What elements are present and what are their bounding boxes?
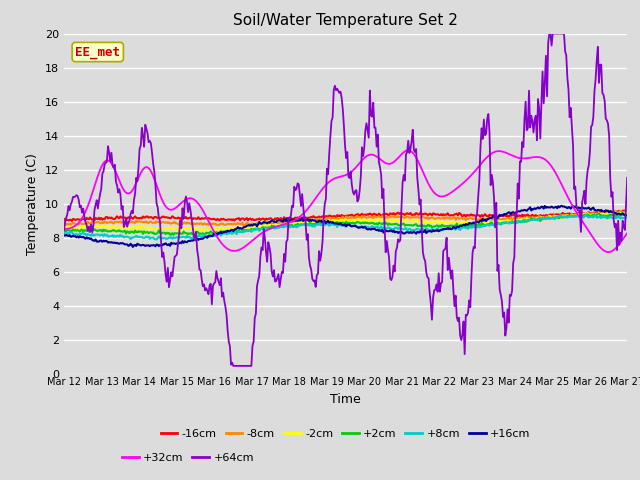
- +8cm: [329, 222, 337, 228]
- +32cm: [328, 177, 335, 183]
- +32cm: [404, 147, 412, 153]
- -8cm: [397, 215, 404, 220]
- +8cm: [612, 215, 620, 221]
- +8cm: [332, 221, 340, 227]
- -2cm: [523, 215, 531, 221]
- Text: EE_met: EE_met: [76, 46, 120, 59]
- Y-axis label: Temperature (C): Temperature (C): [26, 153, 40, 255]
- Line: -16cm: -16cm: [64, 211, 627, 221]
- +32cm: [523, 156, 531, 161]
- -2cm: [332, 218, 340, 224]
- -2cm: [329, 217, 337, 223]
- -8cm: [607, 208, 615, 214]
- -8cm: [239, 223, 247, 228]
- Line: +8cm: +8cm: [64, 216, 627, 240]
- +64cm: [545, 31, 553, 36]
- +2cm: [623, 213, 631, 218]
- -16cm: [68, 218, 76, 224]
- Line: +16cm: +16cm: [64, 206, 627, 247]
- -16cm: [397, 210, 404, 216]
- +32cm: [365, 152, 372, 158]
- +16cm: [366, 226, 374, 232]
- +32cm: [60, 227, 68, 232]
- +2cm: [329, 220, 337, 226]
- +64cm: [623, 175, 631, 180]
- Line: -8cm: -8cm: [64, 211, 627, 226]
- Line: -2cm: -2cm: [64, 212, 627, 231]
- +2cm: [332, 220, 340, 226]
- +8cm: [623, 215, 631, 221]
- -8cm: [612, 211, 620, 216]
- +2cm: [612, 213, 620, 219]
- +32cm: [396, 154, 403, 159]
- +64cm: [329, 115, 337, 120]
- +16cm: [129, 244, 137, 250]
- +64cm: [366, 88, 374, 94]
- +64cm: [397, 237, 404, 243]
- +32cm: [604, 249, 612, 255]
- -16cm: [366, 211, 374, 216]
- +64cm: [612, 221, 620, 227]
- -8cm: [366, 215, 374, 220]
- X-axis label: Time: Time: [330, 393, 361, 406]
- +32cm: [331, 176, 339, 181]
- -16cm: [620, 208, 628, 214]
- +16cm: [397, 230, 404, 236]
- +64cm: [60, 228, 68, 233]
- +16cm: [332, 221, 340, 227]
- Title: Soil/Water Temperature Set 2: Soil/Water Temperature Set 2: [233, 13, 458, 28]
- -16cm: [523, 212, 531, 218]
- +2cm: [190, 232, 198, 238]
- +2cm: [523, 219, 531, 225]
- +16cm: [612, 210, 620, 216]
- +16cm: [623, 212, 631, 217]
- -2cm: [397, 219, 404, 225]
- +32cm: [612, 245, 620, 251]
- +16cm: [60, 232, 68, 238]
- +64cm: [523, 127, 531, 133]
- -8cm: [329, 216, 337, 221]
- -2cm: [60, 225, 68, 230]
- Line: +64cm: +64cm: [64, 34, 627, 366]
- +8cm: [366, 225, 374, 230]
- +2cm: [397, 222, 404, 228]
- +2cm: [595, 211, 603, 216]
- -2cm: [623, 211, 631, 216]
- -16cm: [332, 215, 340, 220]
- -2cm: [622, 209, 630, 215]
- Line: +2cm: +2cm: [64, 214, 627, 235]
- -2cm: [366, 217, 374, 223]
- -16cm: [60, 216, 68, 222]
- -8cm: [332, 217, 340, 223]
- +32cm: [623, 230, 631, 236]
- -2cm: [611, 211, 619, 216]
- -8cm: [523, 214, 531, 220]
- +8cm: [397, 225, 404, 231]
- +8cm: [523, 218, 531, 224]
- +64cm: [230, 363, 237, 369]
- +16cm: [558, 203, 566, 209]
- -16cm: [329, 214, 337, 219]
- -8cm: [60, 220, 68, 226]
- -8cm: [623, 210, 631, 216]
- +16cm: [523, 208, 531, 214]
- +8cm: [153, 237, 161, 242]
- +2cm: [366, 220, 374, 226]
- Legend: +32cm, +64cm: +32cm, +64cm: [117, 449, 259, 468]
- +2cm: [60, 228, 68, 233]
- +16cm: [329, 219, 337, 225]
- +8cm: [583, 213, 591, 218]
- +64cm: [332, 87, 340, 93]
- Line: +32cm: +32cm: [64, 150, 627, 252]
- -16cm: [611, 209, 619, 215]
- -16cm: [623, 208, 631, 214]
- +8cm: [60, 230, 68, 236]
- -2cm: [177, 228, 184, 234]
